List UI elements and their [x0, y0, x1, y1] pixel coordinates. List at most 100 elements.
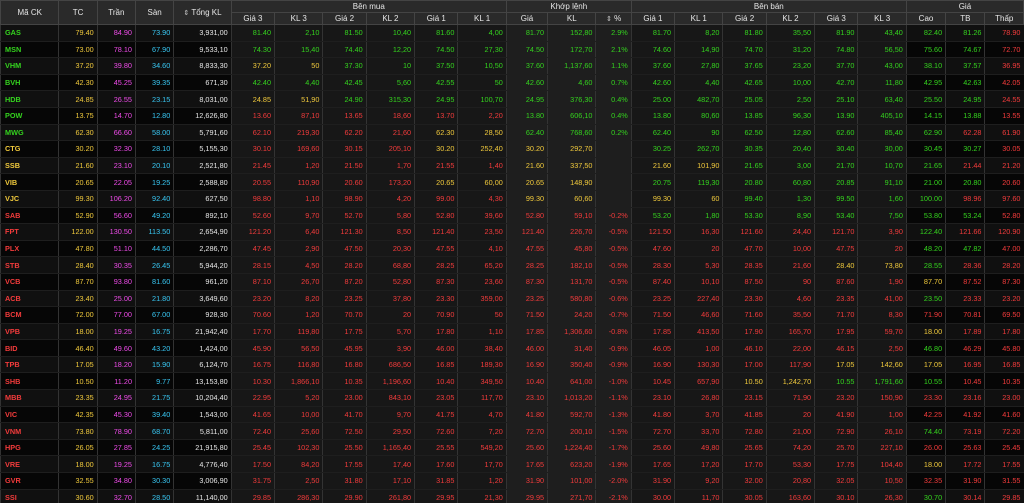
bid-price-cell[interactable]: 45.90	[230, 339, 275, 357]
table-row[interactable]: PLX 47.80 51.10 44.50 2,286,70 47.45 2,90 47.50…	[0, 240, 1024, 258]
bid-volume-cell[interactable]: 9,70	[274, 207, 323, 225]
bid-volume-cell[interactable]: 17,70	[457, 455, 507, 474]
ask-volume-cell[interactable]: 4,60	[765, 290, 815, 308]
ask-volume-cell[interactable]: 3,90	[857, 223, 907, 241]
bid-price-cell[interactable]: 41.70	[322, 406, 367, 424]
ask-volume-cell[interactable]: 43,40	[857, 24, 907, 42]
ask-volume-cell[interactable]: 1,791,60	[857, 372, 907, 391]
table-row[interactable]: VNM 73.80 78.90 68.70 5,811,00 72.40 25,60 72.5…	[0, 422, 1024, 440]
ask-price-cell[interactable]: 23.25	[630, 290, 675, 308]
bid-price-cell[interactable]: 23.00	[322, 389, 367, 407]
bid-volume-cell[interactable]: 51,90	[274, 90, 323, 108]
bid-price-cell[interactable]: 30.15	[322, 140, 367, 158]
symbol-cell[interactable]: BCM	[0, 306, 59, 324]
bid-price-cell[interactable]: 52.60	[230, 207, 275, 225]
ask-price-cell[interactable]: 37.60	[630, 57, 675, 75]
ask-price-cell[interactable]: 53.20	[630, 207, 675, 225]
col-bid-price-1[interactable]: Giá 1	[414, 12, 459, 25]
bid-price-cell[interactable]: 45.95	[322, 339, 367, 357]
ask-price-cell[interactable]: 17.75	[814, 455, 858, 474]
symbol-cell[interactable]: POW	[0, 107, 59, 125]
bid-price-cell[interactable]: 23.05	[414, 389, 458, 407]
bid-price-cell[interactable]: 62.30	[414, 124, 458, 142]
bid-volume-cell[interactable]: 4,70	[457, 406, 507, 424]
ask-price-cell[interactable]: 121.70	[814, 223, 858, 241]
bid-price-cell[interactable]: 16.85	[414, 356, 458, 374]
bid-price-cell[interactable]: 30.10	[230, 140, 275, 158]
ask-volume-cell[interactable]: 10,10	[674, 273, 723, 291]
bid-volume-cell[interactable]: 110,90	[274, 173, 323, 191]
ask-volume-cell[interactable]: 117,90	[765, 356, 815, 374]
table-row[interactable]: STB 28.40 30.35 26.45 5,944,20 28.15 4,50 28.20…	[0, 256, 1024, 274]
bid-price-cell[interactable]: 13.60	[230, 107, 275, 125]
symbol-cell[interactable]: VHM	[0, 57, 59, 75]
ask-volume-cell[interactable]: 31,20	[765, 41, 815, 59]
bid-volume-cell[interactable]: 100,70	[457, 90, 507, 108]
bid-volume-cell[interactable]: 10	[365, 57, 415, 75]
ask-volume-cell[interactable]: 3,70	[674, 406, 723, 424]
ask-price-cell[interactable]: 53.40	[814, 207, 858, 225]
bid-price-cell[interactable]: 52.70	[322, 207, 367, 225]
ask-price-cell[interactable]: 62.40	[630, 124, 675, 142]
ask-price-cell[interactable]: 30.35	[722, 140, 767, 158]
bid-volume-cell[interactable]: 4,20	[365, 190, 415, 208]
bid-price-cell[interactable]: 24.95	[414, 90, 458, 108]
bid-volume-cell[interactable]: 10,00	[274, 406, 323, 424]
ask-volume-cell[interactable]: 59,70	[857, 323, 907, 341]
ask-volume-cell[interactable]: 20	[765, 406, 815, 424]
ask-volume-cell[interactable]: 85,40	[857, 124, 907, 142]
bid-price-cell[interactable]: 87.20	[322, 273, 367, 291]
ask-price-cell[interactable]: 30.05	[722, 489, 767, 503]
bid-price-cell[interactable]: 37.30	[322, 57, 367, 75]
table-row[interactable]: TPB 17.05 18.20 15.90 6,124,70 16.75 116,80 16.…	[0, 356, 1024, 374]
bid-volume-cell[interactable]: 549,20	[457, 439, 507, 457]
symbol-cell[interactable]: FPT	[0, 223, 59, 241]
sort-icon[interactable]: ⇕	[183, 10, 190, 17]
bid-price-cell[interactable]: 37.20	[230, 57, 275, 75]
bid-volume-cell[interactable]: 219,30	[274, 124, 323, 142]
bid-price-cell[interactable]: 16.75	[230, 356, 275, 374]
bid-price-cell[interactable]: 98.90	[322, 190, 367, 208]
ask-volume-cell[interactable]: 8,90	[765, 207, 815, 225]
ask-price-cell[interactable]: 81.80	[722, 24, 767, 42]
bid-volume-cell[interactable]: 65,20	[457, 256, 507, 274]
bid-volume-cell[interactable]: 38,40	[457, 339, 507, 357]
ask-price-cell[interactable]: 72.90	[814, 422, 858, 440]
ask-volume-cell[interactable]: 227,40	[674, 290, 723, 308]
ask-price-cell[interactable]: 74.60	[630, 41, 675, 59]
ask-volume-cell[interactable]: 20	[857, 240, 907, 258]
ask-price-cell[interactable]: 17.95	[814, 323, 858, 341]
bid-volume-cell[interactable]: 12,20	[365, 41, 415, 59]
bid-price-cell[interactable]: 20.55	[230, 173, 275, 191]
col-bid-price-2[interactable]: Giá 2	[322, 12, 367, 25]
bid-price-cell[interactable]: 10.30	[230, 372, 275, 391]
ask-volume-cell[interactable]: 91,10	[857, 173, 907, 191]
bid-price-cell[interactable]: 46.00	[414, 339, 458, 357]
ask-price-cell[interactable]: 99.30	[630, 190, 675, 208]
ask-price-cell[interactable]: 87.60	[814, 273, 858, 291]
bid-volume-cell[interactable]: 17,10	[365, 472, 415, 490]
table-row[interactable]: BID 46.40 49.60 43.20 1,424,00 45.90 56,50 45.9…	[0, 339, 1024, 357]
ask-price-cell[interactable]: 32.00	[722, 472, 767, 490]
ask-price-cell[interactable]: 28.35	[722, 256, 767, 274]
ask-price-cell[interactable]: 23.30	[722, 290, 767, 308]
ask-price-cell[interactable]: 17.05	[814, 356, 858, 374]
bid-volume-cell[interactable]: 4,00	[457, 24, 507, 42]
ask-price-cell[interactable]: 32.05	[814, 472, 858, 490]
col-symbol[interactable]: Mã CK	[0, 0, 60, 25]
ask-price-cell[interactable]: 71.50	[630, 306, 675, 324]
ask-price-cell[interactable]: 28.40	[814, 256, 858, 274]
ask-volume-cell[interactable]: 10,00	[765, 240, 815, 258]
ask-price-cell[interactable]: 30.40	[814, 140, 858, 158]
bid-volume-cell[interactable]: 27,30	[457, 41, 507, 59]
bid-price-cell[interactable]: 13.70	[414, 107, 458, 125]
ask-price-cell[interactable]: 30.00	[630, 489, 675, 503]
bid-price-cell[interactable]: 17.60	[414, 455, 458, 474]
bid-volume-cell[interactable]: 1,196,60	[365, 372, 415, 391]
ask-volume-cell[interactable]: 73,80	[857, 256, 907, 274]
ask-price-cell[interactable]: 25.00	[630, 90, 675, 108]
symbol-cell[interactable]: BVH	[0, 74, 59, 92]
bid-price-cell[interactable]: 23.30	[414, 290, 458, 308]
bid-price-cell[interactable]: 121.20	[230, 223, 275, 241]
bid-volume-cell[interactable]: 10,50	[457, 57, 507, 75]
